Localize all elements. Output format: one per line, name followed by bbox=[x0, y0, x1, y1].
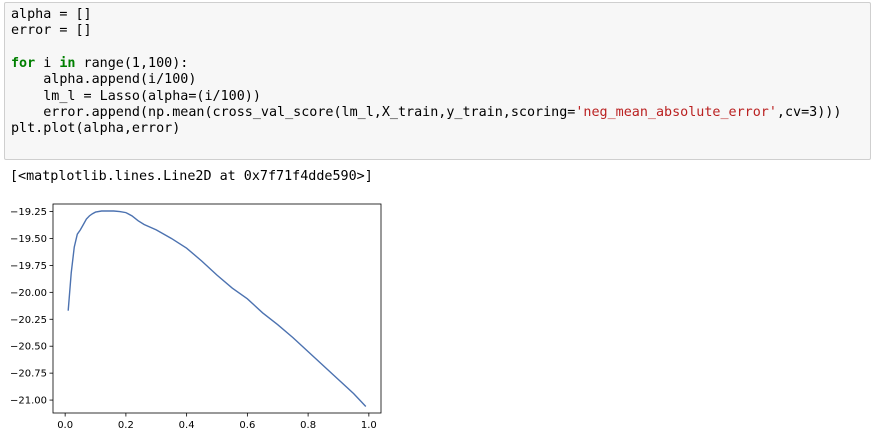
code-editor[interactable]: alpha = [] error = [] for i in range(1,10… bbox=[11, 7, 841, 138]
x-tick-label: 0.4 bbox=[179, 420, 195, 431]
series-line bbox=[67, 210, 367, 408]
axis-ticks: 0.0 0.2 0.4 0.6 0.8 1.0 −19.25 −19.50 −19.75 −20.… bbox=[10, 207, 377, 431]
code-line: alpha.append(i/100) bbox=[11, 72, 841, 88]
y-tick-label: −20.75 bbox=[10, 369, 47, 380]
code-token: plt.plot(alpha,error) bbox=[11, 121, 181, 137]
code-cell[interactable]: alpha = [] error = [] for i in range(1,10… bbox=[4, 2, 871, 160]
y-tick-label: −19.75 bbox=[10, 261, 47, 272]
code-keyword: in bbox=[59, 56, 76, 72]
y-tick-label: −21.00 bbox=[10, 396, 47, 407]
cell-output-repr: [<matplotlib.lines.Line2D at 0x7f71f4dde… bbox=[10, 169, 373, 184]
code-token: range(1,100): bbox=[75, 56, 189, 72]
code-string: 'neg_mean_absolute_error' bbox=[575, 105, 777, 121]
code-keyword: for bbox=[11, 56, 36, 72]
code-token: alpha.append(i/100) bbox=[11, 72, 197, 88]
code-line: error = [] bbox=[11, 23, 841, 39]
x-tick-label: 0.8 bbox=[300, 420, 316, 431]
plot-frame bbox=[52, 203, 382, 414]
x-tick-label: 1.0 bbox=[361, 420, 377, 431]
code-token: alpha = [] bbox=[11, 7, 92, 22]
code-line bbox=[11, 40, 841, 56]
y-tick-label: −20.00 bbox=[10, 288, 47, 299]
y-tick-label: −19.50 bbox=[10, 234, 47, 245]
code-token: lm_l = Lasso(alpha=(i/100)) bbox=[11, 88, 261, 104]
code-line: lm_l = Lasso(alpha=(i/100)) bbox=[11, 89, 841, 105]
line-chart: 0.0 0.2 0.4 0.6 0.8 1.0 −19.25 −19.50 −19.75 −20.… bbox=[10, 203, 382, 431]
code-line: alpha = [] bbox=[11, 7, 841, 23]
code-line: plt.plot(alpha,error) bbox=[11, 121, 841, 137]
x-tick-label: 0.0 bbox=[57, 420, 73, 431]
code-line: for i in range(1,100): bbox=[11, 56, 841, 72]
code-token: error = [] bbox=[11, 23, 92, 39]
x-tick-label: 0.6 bbox=[239, 420, 255, 431]
y-tick-label: −20.25 bbox=[10, 315, 47, 326]
code-token: i bbox=[35, 56, 60, 72]
y-tick-label: −19.25 bbox=[10, 207, 47, 218]
code-line: error.append(np.mean(cross_val_score(lm_… bbox=[11, 105, 841, 121]
code-token: error.append(np.mean(cross_val_score(lm_… bbox=[11, 105, 576, 121]
x-tick-label: 0.2 bbox=[118, 420, 134, 431]
code-token: ,cv=3))) bbox=[776, 105, 842, 121]
y-tick-label: −20.50 bbox=[10, 342, 47, 353]
